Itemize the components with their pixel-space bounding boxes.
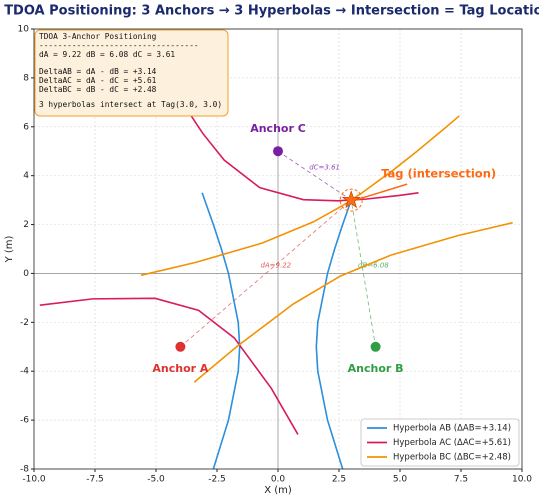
info-text: TDOA 3-Anchor Positioning <box>39 32 156 41</box>
x-tick-label: 0.0 <box>271 475 286 485</box>
y-tick-label: 2 <box>23 220 29 230</box>
hyperbola-line <box>39 80 419 435</box>
x-tick-label: -7.5 <box>86 475 104 485</box>
distance-line <box>350 200 376 347</box>
tag-ring <box>339 188 363 212</box>
x-tick-label: 10.0 <box>512 475 532 485</box>
y-tick-label: 10 <box>18 25 30 35</box>
y-axis-label: Y (m) <box>4 235 15 263</box>
x-tick-label: -10.0 <box>22 475 46 485</box>
tag-arrow <box>354 183 408 201</box>
y-tick-label: -6 <box>20 416 29 426</box>
info-text: 3 hyperbolas intersect at Tag(3.0, 3.0) <box>39 100 222 109</box>
plot-frame <box>33 28 523 470</box>
y-tick-label: -4 <box>20 367 29 377</box>
y-tick-label: 0 <box>23 269 29 279</box>
chart-title: TDOA Positioning: 3 Anchors → 3 Hyperbol… <box>4 4 539 19</box>
distance-line <box>180 199 352 348</box>
x-tick-label: -5.0 <box>147 475 165 485</box>
legend-label: Hyperbola BC (ΔBC=+2.48) <box>393 453 511 463</box>
distance-label: dA=9.22 <box>260 261 291 269</box>
y-tick-label: 8 <box>23 73 29 83</box>
anchor-point <box>175 341 186 352</box>
info-text: dA = 9.22 dB = 6.08 dC = 3.61 <box>39 50 175 59</box>
hyperbola-line <box>201 192 352 470</box>
tag-label: Tag (intersection) <box>381 167 496 181</box>
anchor-label: Anchor C <box>250 122 306 135</box>
anchor-point <box>370 341 381 352</box>
y-tick-label: -8 <box>20 465 29 475</box>
legend-label: Hyperbola AC (ΔAC=+5.61) <box>393 438 511 448</box>
anchor-label: Anchor B <box>348 362 404 375</box>
info-text: DeltaAC = dA - dC = +5.61 <box>39 76 157 85</box>
x-tick-label: 2.5 <box>332 475 346 485</box>
x-axis-label: X (m) <box>264 485 292 496</box>
tag-point <box>341 190 361 209</box>
distance-label: dB=6.08 <box>358 261 389 269</box>
y-tick-label: -2 <box>20 318 29 328</box>
distance-label: dC=3.61 <box>309 164 340 172</box>
distance-line <box>277 150 352 201</box>
info-text: DeltaAB = dA - dB = +3.14 <box>39 67 157 76</box>
y-tick-label: 6 <box>23 122 29 132</box>
info-box <box>34 29 229 117</box>
anchor-point <box>273 146 283 157</box>
legend-label: Hyperbola AB (ΔAB=+3.14) <box>393 424 511 434</box>
x-tick-label: -2.5 <box>208 475 226 485</box>
anchor-label: Anchor A <box>152 362 209 375</box>
y-tick-label: 4 <box>23 171 29 181</box>
x-tick-label: 5.0 <box>393 475 408 485</box>
x-tick-label: 7.5 <box>454 475 468 485</box>
info-text: ---------------------------------- <box>39 41 199 50</box>
legend-box <box>360 418 520 467</box>
info-text: DeltaBC = dB - dC = +2.48 <box>39 85 157 94</box>
